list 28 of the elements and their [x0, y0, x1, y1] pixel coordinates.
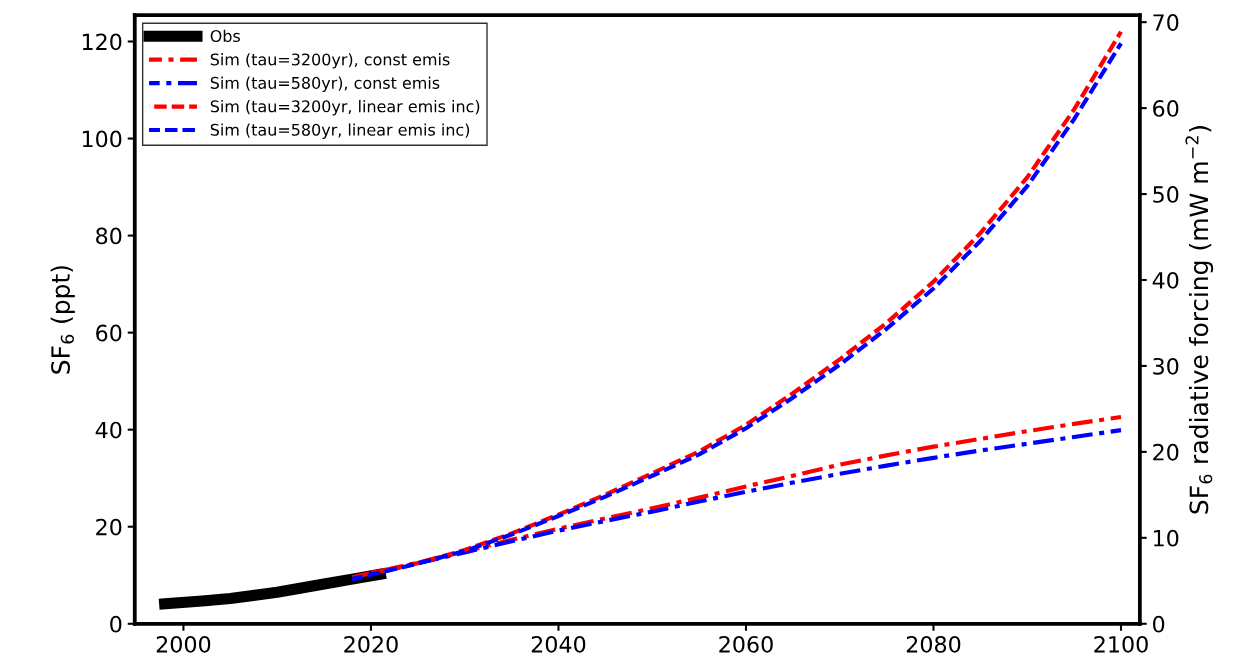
x-tick-label: 2100 [1094, 635, 1148, 653]
x-tick-label: 2080 [906, 635, 961, 653]
y-tick-label: 120 [82, 33, 122, 51]
y2-tick-label: 60 [1153, 100, 1179, 117]
x-tick-label: 2020 [344, 635, 398, 653]
y2-tick-label: 50 [1153, 186, 1179, 203]
y-tick-label: 60 [96, 324, 122, 342]
y2-tick-label: 30 [1153, 357, 1179, 375]
x-tick-label: 2060 [719, 635, 773, 653]
x-tick-label: 2000 [156, 635, 211, 653]
legend-label: Sim (tau=580yr), const emis [210, 76, 440, 93]
legend-label: Sim (tau=3200yr, linear emis inc) [210, 100, 480, 116]
y-tick-label: 0 [110, 615, 122, 633]
y-axis-title: SF$_{6}$ (ppt) [50, 266, 75, 374]
y-tick-label: 80 [96, 227, 122, 245]
y-tick-label: 100 [82, 130, 122, 148]
y-tick-label: 20 [96, 518, 122, 536]
legend-label: Sim (tau=580yr, linear emis inc) [210, 123, 470, 139]
y2-tick-label: 10 [1154, 529, 1179, 547]
y2-tick-label: 20 [1153, 443, 1179, 461]
x-tick-label: 2040 [531, 635, 586, 653]
y2-tick-label: 40 [1152, 271, 1179, 289]
y2-axis-title: SF$_{6}$ radiative forcing (mW m$^{−2}$) [1185, 126, 1214, 514]
legend-label: Obs [210, 29, 240, 43]
y2-tick-label: 70 [1153, 14, 1179, 31]
legend-label: Sim (tau=3200yr), const emis [210, 53, 450, 69]
y-tick-label: 40 [95, 421, 122, 439]
y2-tick-label: 0 [1153, 615, 1165, 633]
